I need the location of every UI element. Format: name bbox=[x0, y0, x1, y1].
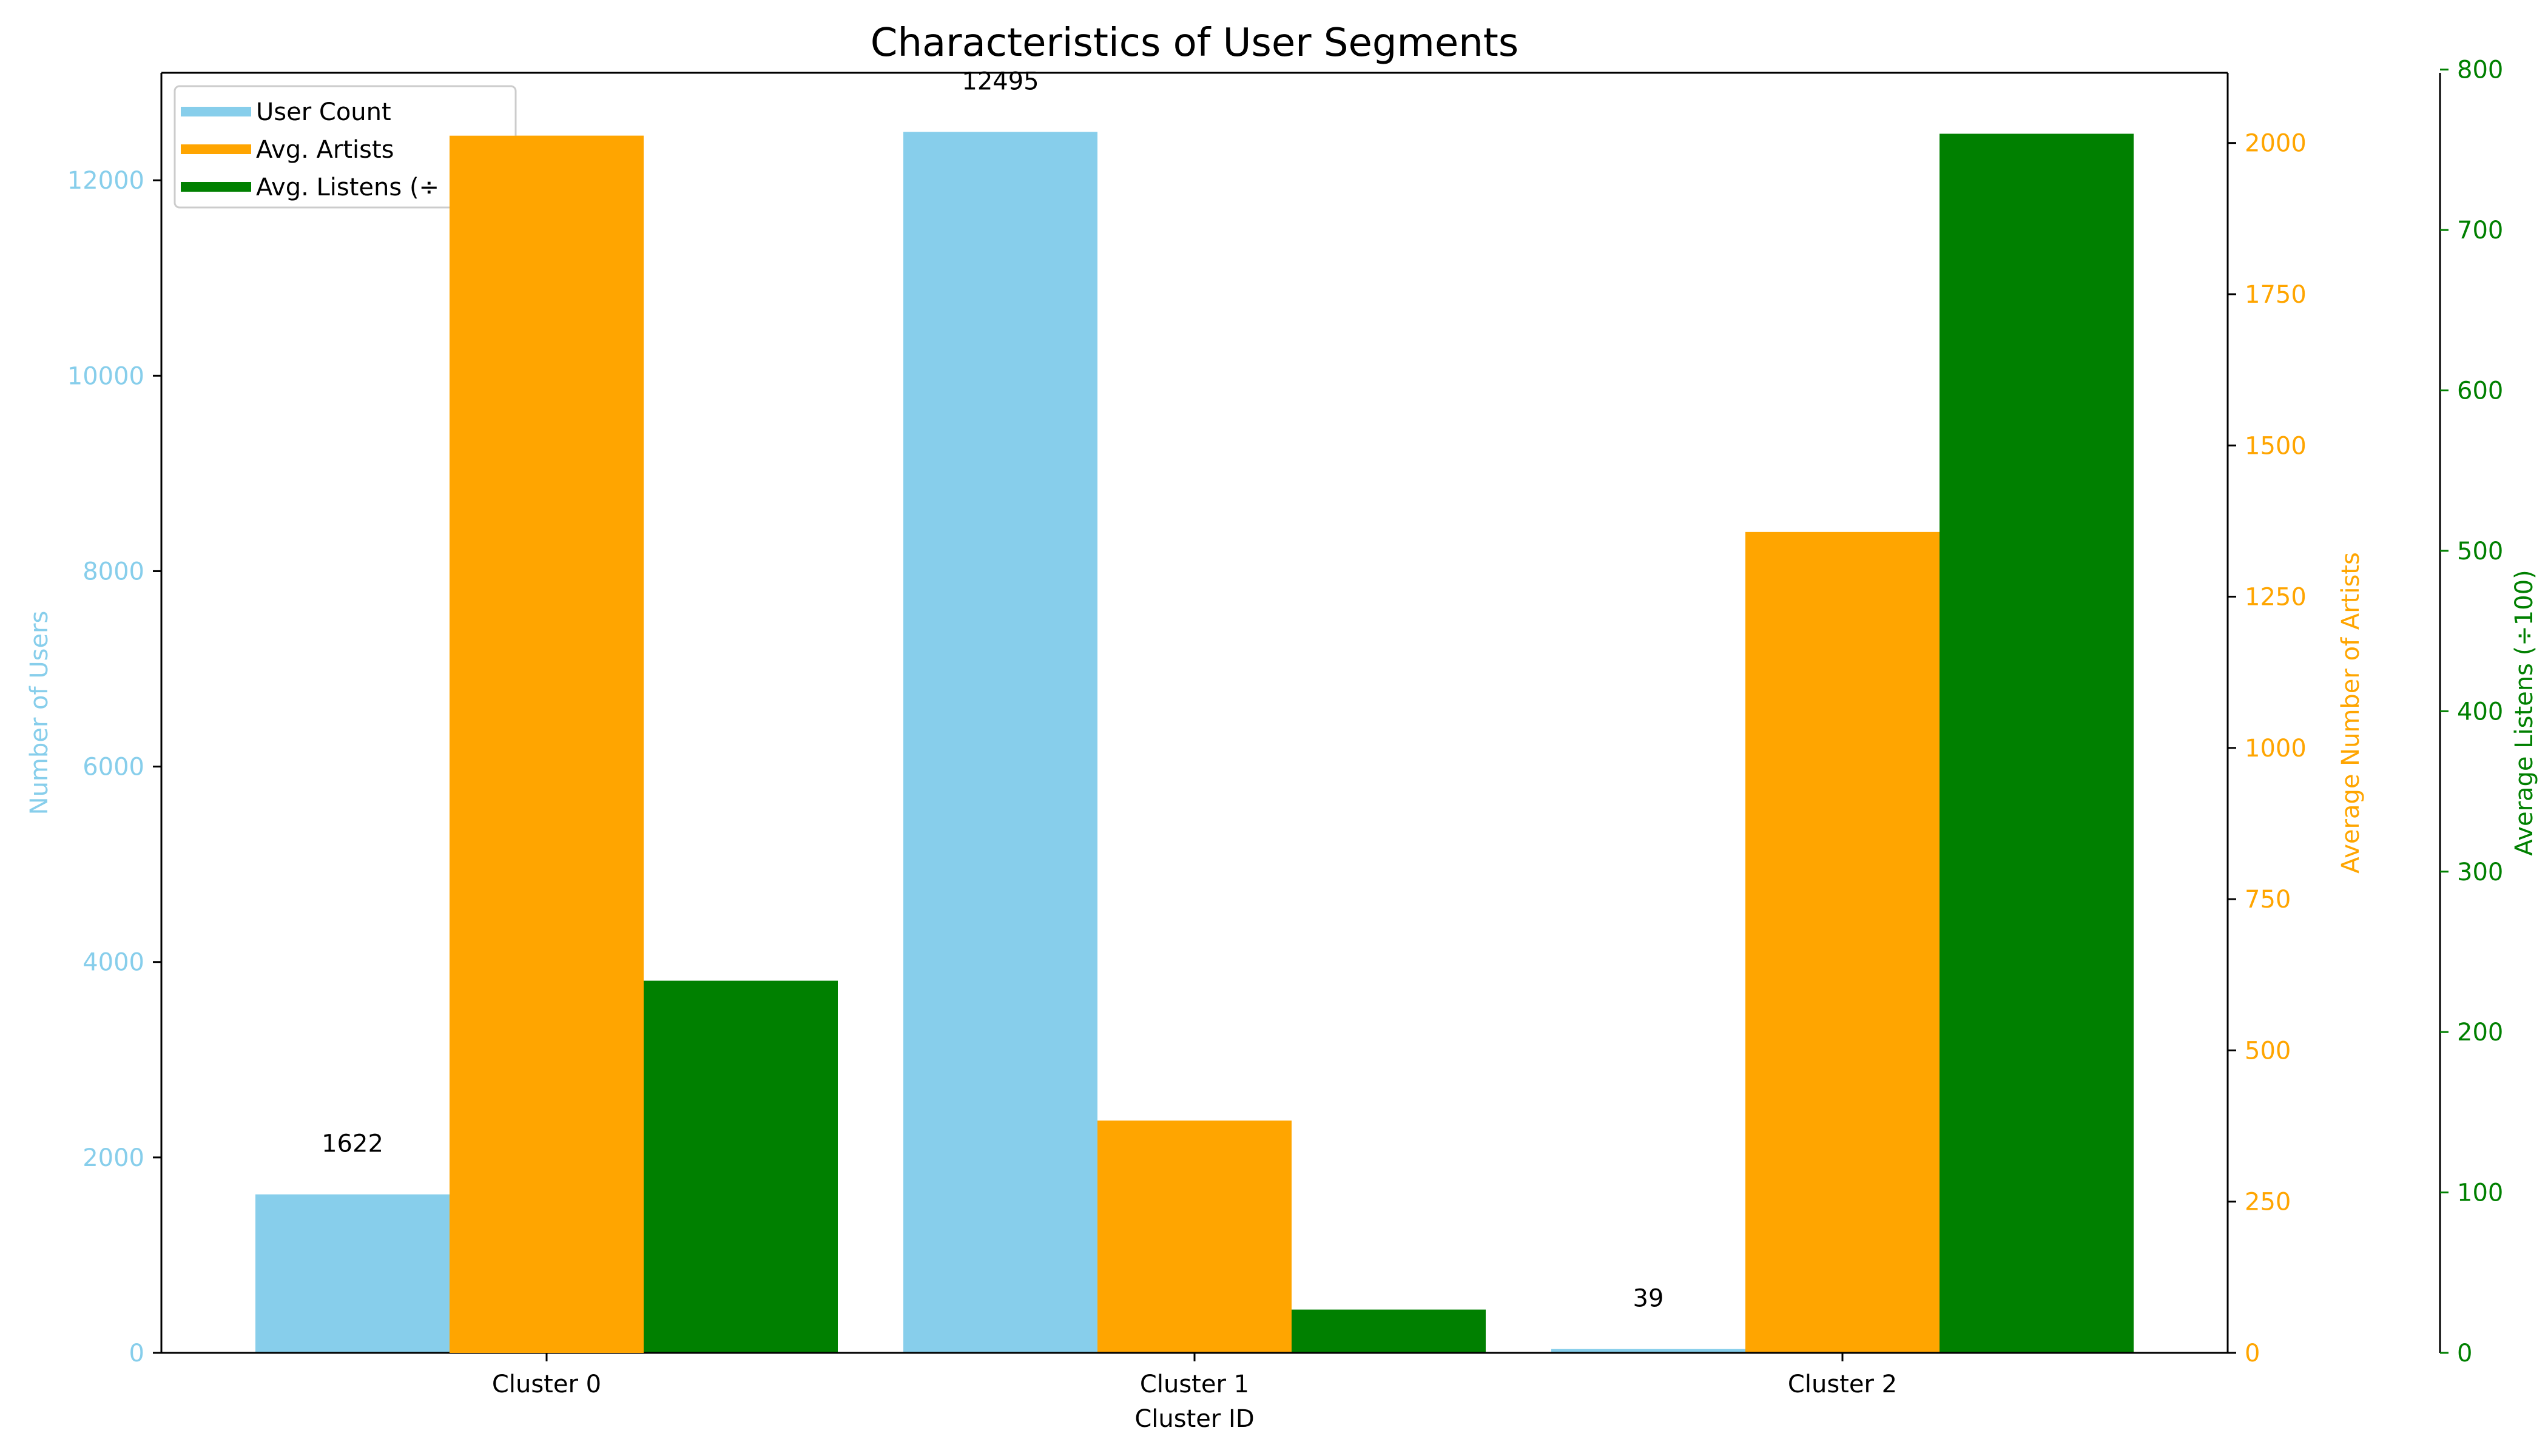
bar-user-count-1 bbox=[903, 132, 1097, 1353]
y-tick-label-right: 750 bbox=[2245, 886, 2291, 914]
legend-label: Avg. Artists bbox=[256, 136, 394, 164]
y-tick-label-right2: 600 bbox=[2457, 377, 2503, 405]
bar-avg-artists-1 bbox=[1097, 1121, 1292, 1353]
legend-swatch bbox=[181, 107, 251, 116]
legend-swatch bbox=[181, 182, 251, 192]
y-tick-label-right2: 500 bbox=[2457, 538, 2503, 565]
bar-avg-artists-overlap bbox=[450, 135, 644, 1353]
bar-user-count-2 bbox=[1551, 1349, 1745, 1353]
y-tick-label-right2: 100 bbox=[2457, 1179, 2503, 1207]
y-axis-label-right: Average Number of Artists bbox=[2337, 552, 2365, 874]
legend: User Count Avg. Artists Avg. Listens (÷ bbox=[174, 85, 644, 1353]
y-tick-label-right: 2000 bbox=[2245, 130, 2307, 158]
bar-avg-listens-100-2 bbox=[1940, 133, 2134, 1353]
y-tick-label-left: 2000 bbox=[83, 1144, 144, 1172]
x-axis-label: Cluster ID bbox=[1134, 1405, 1254, 1433]
chart-title: Characteristics of User Segments bbox=[871, 21, 1518, 66]
y-tick-label-left: 4000 bbox=[83, 949, 144, 977]
y-tick-label-right2: 0 bbox=[2457, 1340, 2472, 1367]
x-tick-label: Cluster 2 bbox=[1788, 1370, 1897, 1398]
y-tick-label-right: 1250 bbox=[2245, 584, 2307, 612]
y-tick-label-right2: 300 bbox=[2457, 858, 2503, 886]
y-axis-label-left: Number of Users bbox=[25, 611, 53, 815]
data-label: 1622 bbox=[322, 1130, 383, 1158]
y-tick-label-right: 500 bbox=[2245, 1037, 2291, 1065]
y-tick-label-right: 250 bbox=[2245, 1188, 2291, 1216]
legend-swatch bbox=[181, 144, 251, 154]
y-axis-label-right2: Average Listens (÷100) bbox=[2510, 570, 2538, 855]
x-tick-label: Cluster 0 bbox=[492, 1370, 601, 1398]
bar-avg-artists-2 bbox=[1745, 531, 1940, 1353]
y-tick-label-left: 12000 bbox=[67, 167, 144, 195]
y-tick-label-right: 1000 bbox=[2245, 735, 2307, 763]
bar-user-count-0 bbox=[255, 1194, 450, 1353]
y-tick-label-right: 1500 bbox=[2245, 432, 2307, 460]
bar-avg-listens-100-1 bbox=[1292, 1309, 1486, 1353]
y-tick-label-left: 10000 bbox=[67, 362, 144, 390]
legend-label: Avg. Listens (÷ bbox=[256, 174, 439, 201]
y-tick-label-left: 8000 bbox=[83, 558, 144, 585]
y-tick-label-right2: 400 bbox=[2457, 698, 2503, 726]
axes: Cluster 0 Cluster 1 Cluster 20200040006000… bbox=[67, 56, 2504, 1398]
data-label: 12495 bbox=[962, 67, 1039, 95]
x-tick-label: Cluster 1 bbox=[1140, 1370, 1249, 1398]
legend-label: User Count bbox=[256, 98, 391, 126]
y-tick-label-right2: 800 bbox=[2457, 56, 2503, 84]
data-label: 39 bbox=[1633, 1285, 1664, 1313]
axis-labels: Cluster ID Number of Users Average Numbe… bbox=[25, 552, 2538, 1433]
y-tick-label-right2: 200 bbox=[2457, 1019, 2503, 1046]
y-tick-label-right: 1750 bbox=[2245, 281, 2307, 309]
y-tick-label-left: 0 bbox=[129, 1340, 144, 1367]
y-tick-label-left: 6000 bbox=[83, 753, 144, 781]
y-tick-label-right: 0 bbox=[2245, 1340, 2260, 1367]
bar-avg-listens-100-0 bbox=[644, 980, 838, 1353]
y-tick-label-right2: 700 bbox=[2457, 217, 2503, 244]
